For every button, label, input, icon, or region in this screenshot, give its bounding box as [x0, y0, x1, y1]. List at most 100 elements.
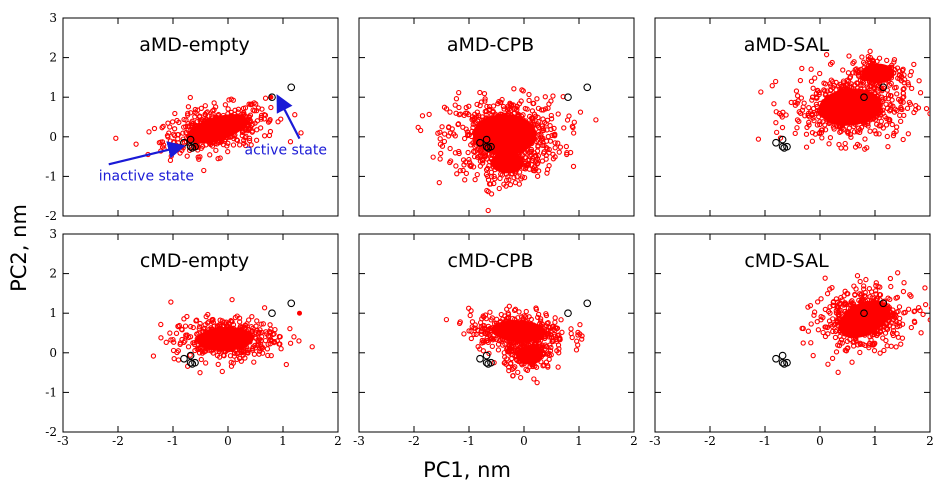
- data-point: [296, 338, 302, 344]
- data-point: [865, 123, 871, 129]
- data-point: [262, 95, 269, 101]
- data-point: [502, 354, 508, 360]
- data-point: [542, 119, 548, 126]
- data-point: [851, 338, 857, 345]
- data-point: [224, 143, 230, 149]
- annotation-label: inactive state: [99, 168, 194, 184]
- data-point: [535, 142, 541, 149]
- data-point: [258, 116, 264, 122]
- data-point: [808, 66, 814, 72]
- data-point: [556, 350, 562, 356]
- panel-title: aMD-CPB: [447, 34, 534, 56]
- data-point: [917, 90, 924, 96]
- data-point: [792, 102, 799, 108]
- data-point: [512, 364, 518, 370]
- data-point: [803, 131, 810, 137]
- dense-cluster-core: [515, 344, 544, 365]
- data-point: [491, 173, 497, 180]
- data-point: [182, 323, 189, 329]
- data-point: [535, 105, 542, 112]
- data-point: [797, 77, 804, 84]
- data-point: [571, 119, 577, 125]
- data-point: [518, 341, 524, 348]
- x-tick-label: -3: [353, 434, 365, 448]
- data-point: [841, 126, 847, 132]
- data-point: [814, 122, 821, 128]
- data-point: [869, 58, 875, 64]
- data-point: [287, 139, 294, 145]
- data-point: [469, 319, 476, 325]
- data-point: [809, 97, 815, 103]
- data-point: [888, 102, 894, 109]
- data-point: [466, 103, 472, 109]
- data-point: [203, 360, 209, 366]
- data-point: [501, 360, 507, 366]
- data-point: [246, 114, 253, 120]
- data-point: [505, 174, 511, 180]
- data-point: [518, 98, 524, 104]
- data-point: [809, 130, 816, 136]
- data-point: [172, 110, 178, 117]
- data-point: [885, 143, 891, 150]
- data-point: [257, 345, 263, 352]
- data-point: [470, 121, 476, 127]
- data-point: [188, 323, 194, 330]
- x-tick-label: -2: [408, 434, 420, 448]
- data-point: [484, 335, 490, 341]
- reference-point: [772, 138, 780, 147]
- data-point: [571, 130, 577, 136]
- reference-point: [778, 142, 787, 151]
- data-point: [527, 333, 534, 339]
- data-point: [564, 151, 570, 158]
- data-point: [204, 320, 211, 326]
- data-point: [810, 105, 817, 112]
- data-point: [908, 68, 915, 75]
- data-point: [845, 345, 851, 351]
- x-axis-label: PC1, nm: [423, 458, 511, 482]
- data-point: [872, 340, 878, 346]
- data-point: [577, 321, 583, 328]
- data-point: [861, 283, 867, 289]
- data-point: [542, 94, 548, 100]
- annotation: active state: [245, 94, 327, 159]
- data-point: [254, 318, 260, 324]
- data-point: [203, 313, 209, 320]
- data-point: [508, 360, 514, 366]
- data-point: [830, 328, 836, 335]
- data-point: [161, 142, 167, 148]
- reference-point: [583, 83, 592, 92]
- data-point: [274, 338, 280, 344]
- panel-frame: [62, 17, 339, 217]
- reference-point: [186, 142, 195, 151]
- data-point: [518, 374, 524, 381]
- data-point: [488, 137, 494, 143]
- data-point: [542, 346, 548, 352]
- y-tick-label: -1: [45, 169, 57, 183]
- data-point: [518, 330, 524, 336]
- data-point: [466, 328, 472, 334]
- scatter-series: [415, 83, 599, 214]
- data-point: [848, 134, 854, 140]
- reference-point: [476, 138, 484, 147]
- data-point: [882, 95, 888, 102]
- data-point: [811, 312, 817, 318]
- data-point: [901, 280, 907, 286]
- data-point: [838, 145, 844, 151]
- data-point: [437, 129, 443, 135]
- data-point: [210, 319, 217, 326]
- annotation-label: active state: [245, 143, 327, 159]
- data-point: [505, 349, 511, 355]
- scatter-series: [443, 299, 592, 386]
- data-point: [248, 142, 254, 148]
- data-point: [905, 306, 912, 312]
- data-point: [824, 290, 831, 297]
- data-point: [865, 94, 872, 101]
- data-point: [463, 104, 469, 111]
- data-point: [168, 299, 174, 305]
- data-point: [792, 130, 798, 137]
- data-point: [805, 112, 811, 119]
- data-point: [180, 130, 186, 136]
- data-point: [555, 111, 561, 117]
- data-point: [852, 292, 858, 298]
- data-point: [891, 85, 898, 91]
